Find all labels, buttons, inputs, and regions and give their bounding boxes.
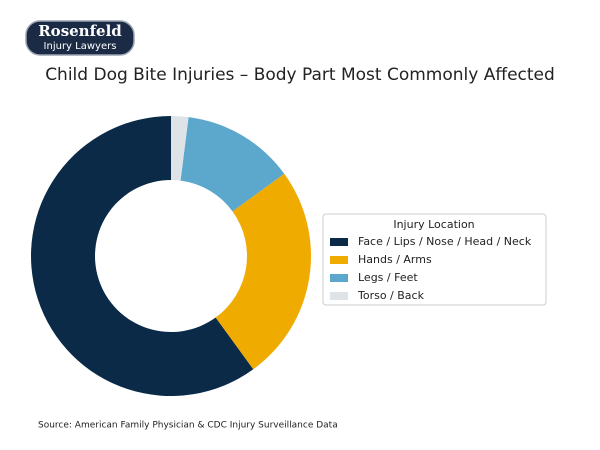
legend-swatch (330, 274, 348, 282)
donut-slice (180, 117, 285, 212)
legend-swatch (330, 256, 348, 264)
logo-name: Rosenfeld (38, 22, 122, 40)
donut-slice (171, 116, 189, 181)
legend-swatch (330, 238, 348, 246)
logo-badge (25, 20, 135, 56)
donut-slice (30, 116, 254, 397)
legend-label: Legs / Feet (358, 271, 418, 284)
logo-tagline: Injury Lawyers (44, 41, 117, 52)
donut-slice (215, 173, 312, 370)
legend-label: Torso / Back (357, 289, 425, 302)
legend-label: Face / Lips / Nose / Head / Neck (358, 235, 532, 248)
legend-swatch (330, 292, 348, 300)
chart-title: Child Dog Bite Injuries – Body Part Most… (45, 65, 555, 85)
legend-label: Hands / Arms (358, 253, 432, 266)
legend-box (322, 213, 547, 306)
legend-title: Injury Location (393, 218, 474, 231)
source-note: Source: American Family Physician & CDC … (38, 421, 338, 431)
